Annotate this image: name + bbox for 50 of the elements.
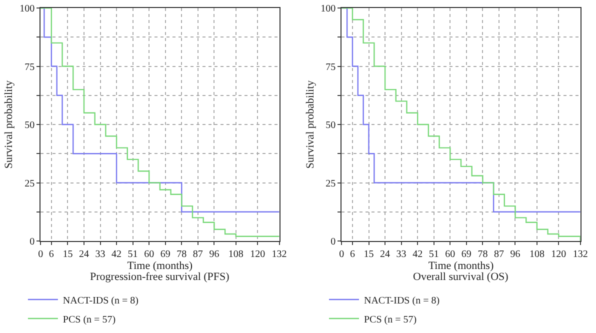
x-tick-label: 33 [396, 249, 406, 260]
legend-label: NACT-IDS (n = 8) [364, 295, 440, 306]
x-tick-label: 132 [272, 249, 287, 260]
x-tick-label: 33 [95, 249, 106, 260]
x-tick-label: 78 [176, 249, 187, 260]
y-tick-label: 75 [24, 62, 35, 73]
y-axis-title: Survival probability [3, 80, 16, 169]
y-tick-label: 50 [326, 120, 336, 131]
x-tick-label: 69 [160, 249, 170, 260]
x-tick-label: 15 [62, 249, 73, 260]
y-tick-label: 100 [20, 4, 35, 14]
text: Progression-free survival (PFS) [90, 271, 230, 283]
y-tick-label: 25 [326, 178, 336, 190]
x-tick-label: 0 [339, 249, 344, 260]
y-tick-label: 50 [24, 120, 35, 131]
x-tick-label: 15 [364, 249, 374, 260]
x-tick-label: 42 [412, 249, 423, 260]
legend-label: PCS (n = 57) [364, 314, 417, 326]
x-tick-label: 78 [478, 249, 488, 260]
x-tick-label: 69 [461, 249, 472, 260]
x-axis-title: Time (months) [428, 260, 494, 272]
text: Overall survival (OS) [413, 271, 509, 283]
x-tick-label: 108 [529, 249, 544, 260]
y-tick-label: 0 [330, 236, 336, 248]
x-tick-label: 51 [128, 249, 138, 260]
x-tick-label: 60 [445, 249, 456, 260]
x-tick-label: 87 [192, 249, 203, 260]
x-tick-label: 96 [510, 249, 520, 260]
y-axis-title: Survival probability [304, 80, 316, 169]
x-axis-title: Time (months) [127, 260, 193, 272]
x-tick-label: 87 [494, 249, 504, 260]
legend-label: PCS (n = 57) [62, 314, 116, 326]
legend-label: NACT-IDS (n = 8) [62, 295, 138, 306]
x-tick-label: 60 [144, 249, 154, 260]
y-tick-label: 25 [24, 178, 35, 190]
y-tick-label: 0 [30, 236, 35, 248]
y-tick-label: 75 [326, 62, 336, 73]
x-tick-label: 24 [78, 249, 89, 260]
x-tick-label: 51 [428, 249, 439, 260]
x-tick-label: 0 [38, 249, 44, 260]
x-tick-label: 120 [250, 249, 266, 260]
x-tick-label: 120 [551, 249, 566, 260]
x-tick-label: 96 [209, 249, 220, 260]
x-tick-label: 6 [350, 249, 355, 260]
x-tick-label: 24 [380, 249, 390, 260]
x-tick-label: 108 [228, 249, 244, 260]
x-tick-label: 42 [112, 249, 122, 260]
y-tick-label: 100 [320, 4, 336, 14]
x-tick-label: 6 [48, 249, 54, 260]
x-tick-label: 132 [572, 249, 588, 260]
